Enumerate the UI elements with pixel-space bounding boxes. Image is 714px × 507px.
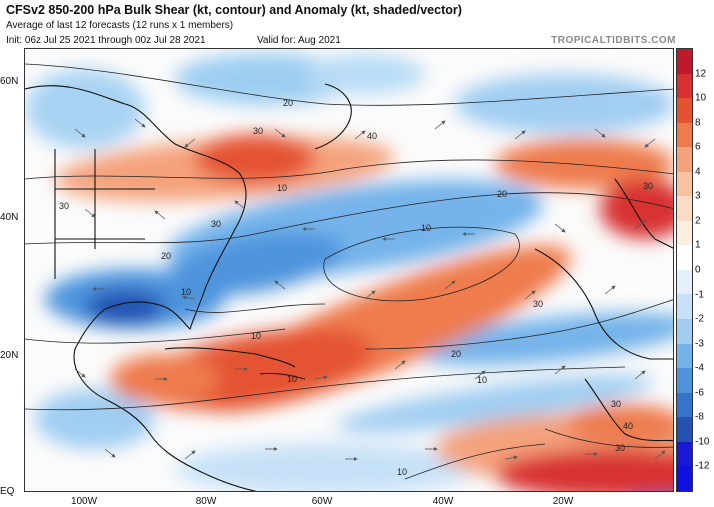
colorbar-segment (677, 343, 692, 369)
colorbar-tick-label: 4 (695, 166, 701, 178)
colorbar-tick-label: 0 (695, 264, 701, 276)
contour-label: 30 (643, 181, 653, 191)
contour-label: 10 (287, 374, 297, 384)
init-time: Init: 06z Jul 25 2021 through 00z Jul 28… (6, 35, 206, 46)
colorbar-segment (677, 171, 692, 197)
colorbar-tick-label: -10 (695, 436, 710, 448)
colorbar-segment (677, 49, 692, 74)
lat-label: 20N (0, 350, 19, 361)
contour-label: 20 (451, 349, 461, 359)
anomaly-shading (25, 53, 673, 491)
contour-label: 10 (181, 287, 191, 297)
contour-label: 10 (421, 223, 431, 233)
brand-watermark: TROPICALTIDBITS.COM (551, 35, 676, 46)
lon-label: 100W (70, 496, 98, 507)
colorbar-tick-label: 3 (695, 190, 701, 202)
colorbar-tick-label: -12 (695, 460, 710, 472)
colorbar-segment (677, 319, 692, 344)
contour-label: 30 (611, 399, 621, 409)
contour-value-labels: 20 30 40 10 30 20 30 10 20 30 10 10 30 2… (59, 98, 653, 477)
contour-label: 30 (533, 299, 543, 309)
lon-label: 40W (432, 496, 454, 507)
colorbar-segment (677, 294, 692, 320)
lon-label: 60W (311, 496, 333, 507)
colorbar-tick-label: 2 (695, 215, 701, 227)
colorbar-segment (677, 269, 692, 295)
shear-anomaly-map: 20 30 40 10 30 20 30 10 20 30 10 10 30 2… (24, 48, 674, 492)
valid-time: Valid for: Aug 2021 (257, 35, 341, 46)
colorbar-tick-label: -1 (695, 289, 704, 301)
colorbar-segment (677, 368, 692, 393)
contour-label: 10 (477, 375, 487, 385)
contour-label: 40 (623, 421, 633, 431)
contour-label: 20 (283, 98, 293, 108)
anomaly-vectors (74, 118, 666, 461)
colorbar-segment (677, 98, 692, 123)
contour-label: 30 (211, 219, 221, 229)
shear-contours (25, 63, 673, 480)
colorbar-segment (677, 441, 692, 467)
contour-label: 20 (161, 251, 171, 261)
chart-title: CFSv2 850-200 hPa Bulk Shear (kt, contou… (6, 3, 462, 17)
colorbar-segment (677, 147, 692, 172)
contour-label: 10 (277, 183, 287, 193)
colorbar-tick-label: -3 (695, 338, 704, 350)
colorbar-tick-label: -4 (695, 362, 704, 374)
colorbar-tick-label: 8 (695, 117, 701, 129)
colorbar (676, 48, 693, 492)
colorbar-segment (677, 245, 692, 270)
contour-label: 30 (615, 443, 625, 453)
colorbar-tick-label: 10 (695, 92, 707, 104)
contour-label: 20 (497, 189, 507, 199)
colorbar-segment (677, 417, 692, 442)
colorbar-tick-label: 12 (695, 68, 707, 80)
coastlines (25, 83, 673, 491)
lon-label: 20W (552, 496, 574, 507)
lat-label: 40N (0, 212, 19, 223)
colorbar-segment (677, 73, 692, 99)
colorbar-tick-label: -6 (695, 387, 704, 399)
lat-label: 60N (0, 76, 19, 87)
colorbar-segment (677, 220, 692, 246)
contour-label: 30 (253, 126, 263, 136)
colorbar-tick-label: 6 (695, 141, 701, 153)
colorbar-segment (677, 122, 692, 148)
colorbar-tick-label: 1 (695, 239, 701, 251)
colorbar-tick-label: -8 (695, 411, 704, 423)
contour-label: 30 (59, 201, 69, 211)
chart-subtitle: Average of last 12 forecasts (12 runs x … (6, 20, 234, 31)
lat-label: EQ (0, 486, 15, 497)
colorbar-segment (677, 392, 692, 418)
contour-label: 40 (367, 131, 377, 141)
contour-label: 10 (397, 467, 407, 477)
lon-label: 80W (195, 496, 217, 507)
contour-label: 10 (251, 331, 261, 341)
colorbar-segment (677, 466, 692, 491)
colorbar-segment (677, 196, 692, 221)
colorbar-tick-label: -2 (695, 313, 704, 325)
